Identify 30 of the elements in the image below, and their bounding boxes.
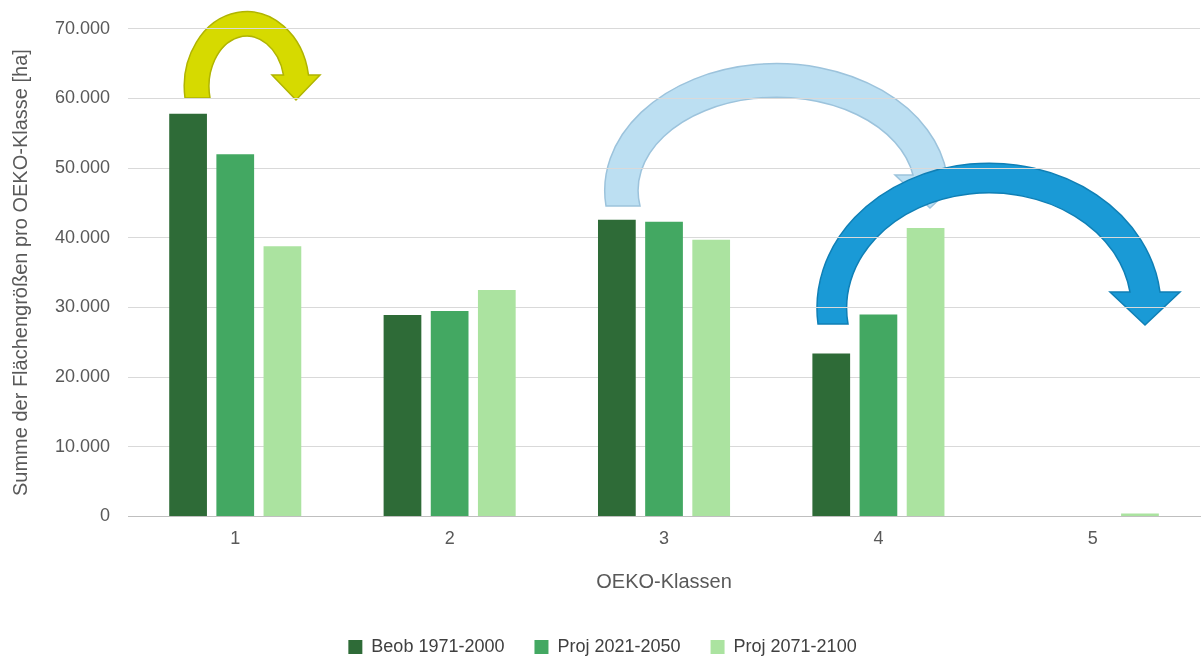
x-tick-label: 1 [230, 528, 241, 549]
y-tick-label: 60.000 [54, 87, 111, 108]
bar [263, 246, 302, 516]
x-tick-label: 4 [873, 528, 884, 549]
x-axis-title: OEKO-Klassen [596, 569, 732, 592]
y-axis-title: Summe der Flächengrößen pro OEKO-Klasse [ha] [8, 49, 31, 497]
y-tick-label: 20.000 [54, 366, 111, 387]
y-tick-label: 70.000 [54, 17, 111, 38]
bar [645, 221, 683, 516]
bar [383, 315, 422, 516]
bar [430, 310, 469, 516]
bar [906, 228, 945, 516]
legend-label: Proj 2021-2050 [557, 635, 681, 656]
bar [692, 239, 731, 516]
y-tick-label: 30.000 [54, 296, 111, 317]
x-tick-label: 3 [659, 528, 670, 549]
legend-label: Beob 1971-2000 [371, 635, 505, 656]
x-tick-label: 5 [1087, 528, 1098, 549]
bar [598, 219, 636, 516]
bar [216, 154, 255, 516]
y-tick-label: 50.000 [54, 157, 111, 178]
y-tick-label: 0 [100, 505, 111, 526]
bar [477, 290, 516, 516]
x-tick-label: 2 [444, 528, 455, 549]
legend-label: Proj 2071-2100 [733, 635, 857, 656]
y-tick-label: 10.000 [54, 435, 111, 456]
y-tick-label: 40.000 [54, 226, 111, 247]
bar [859, 314, 898, 516]
bar [169, 113, 207, 516]
bar [812, 353, 851, 516]
